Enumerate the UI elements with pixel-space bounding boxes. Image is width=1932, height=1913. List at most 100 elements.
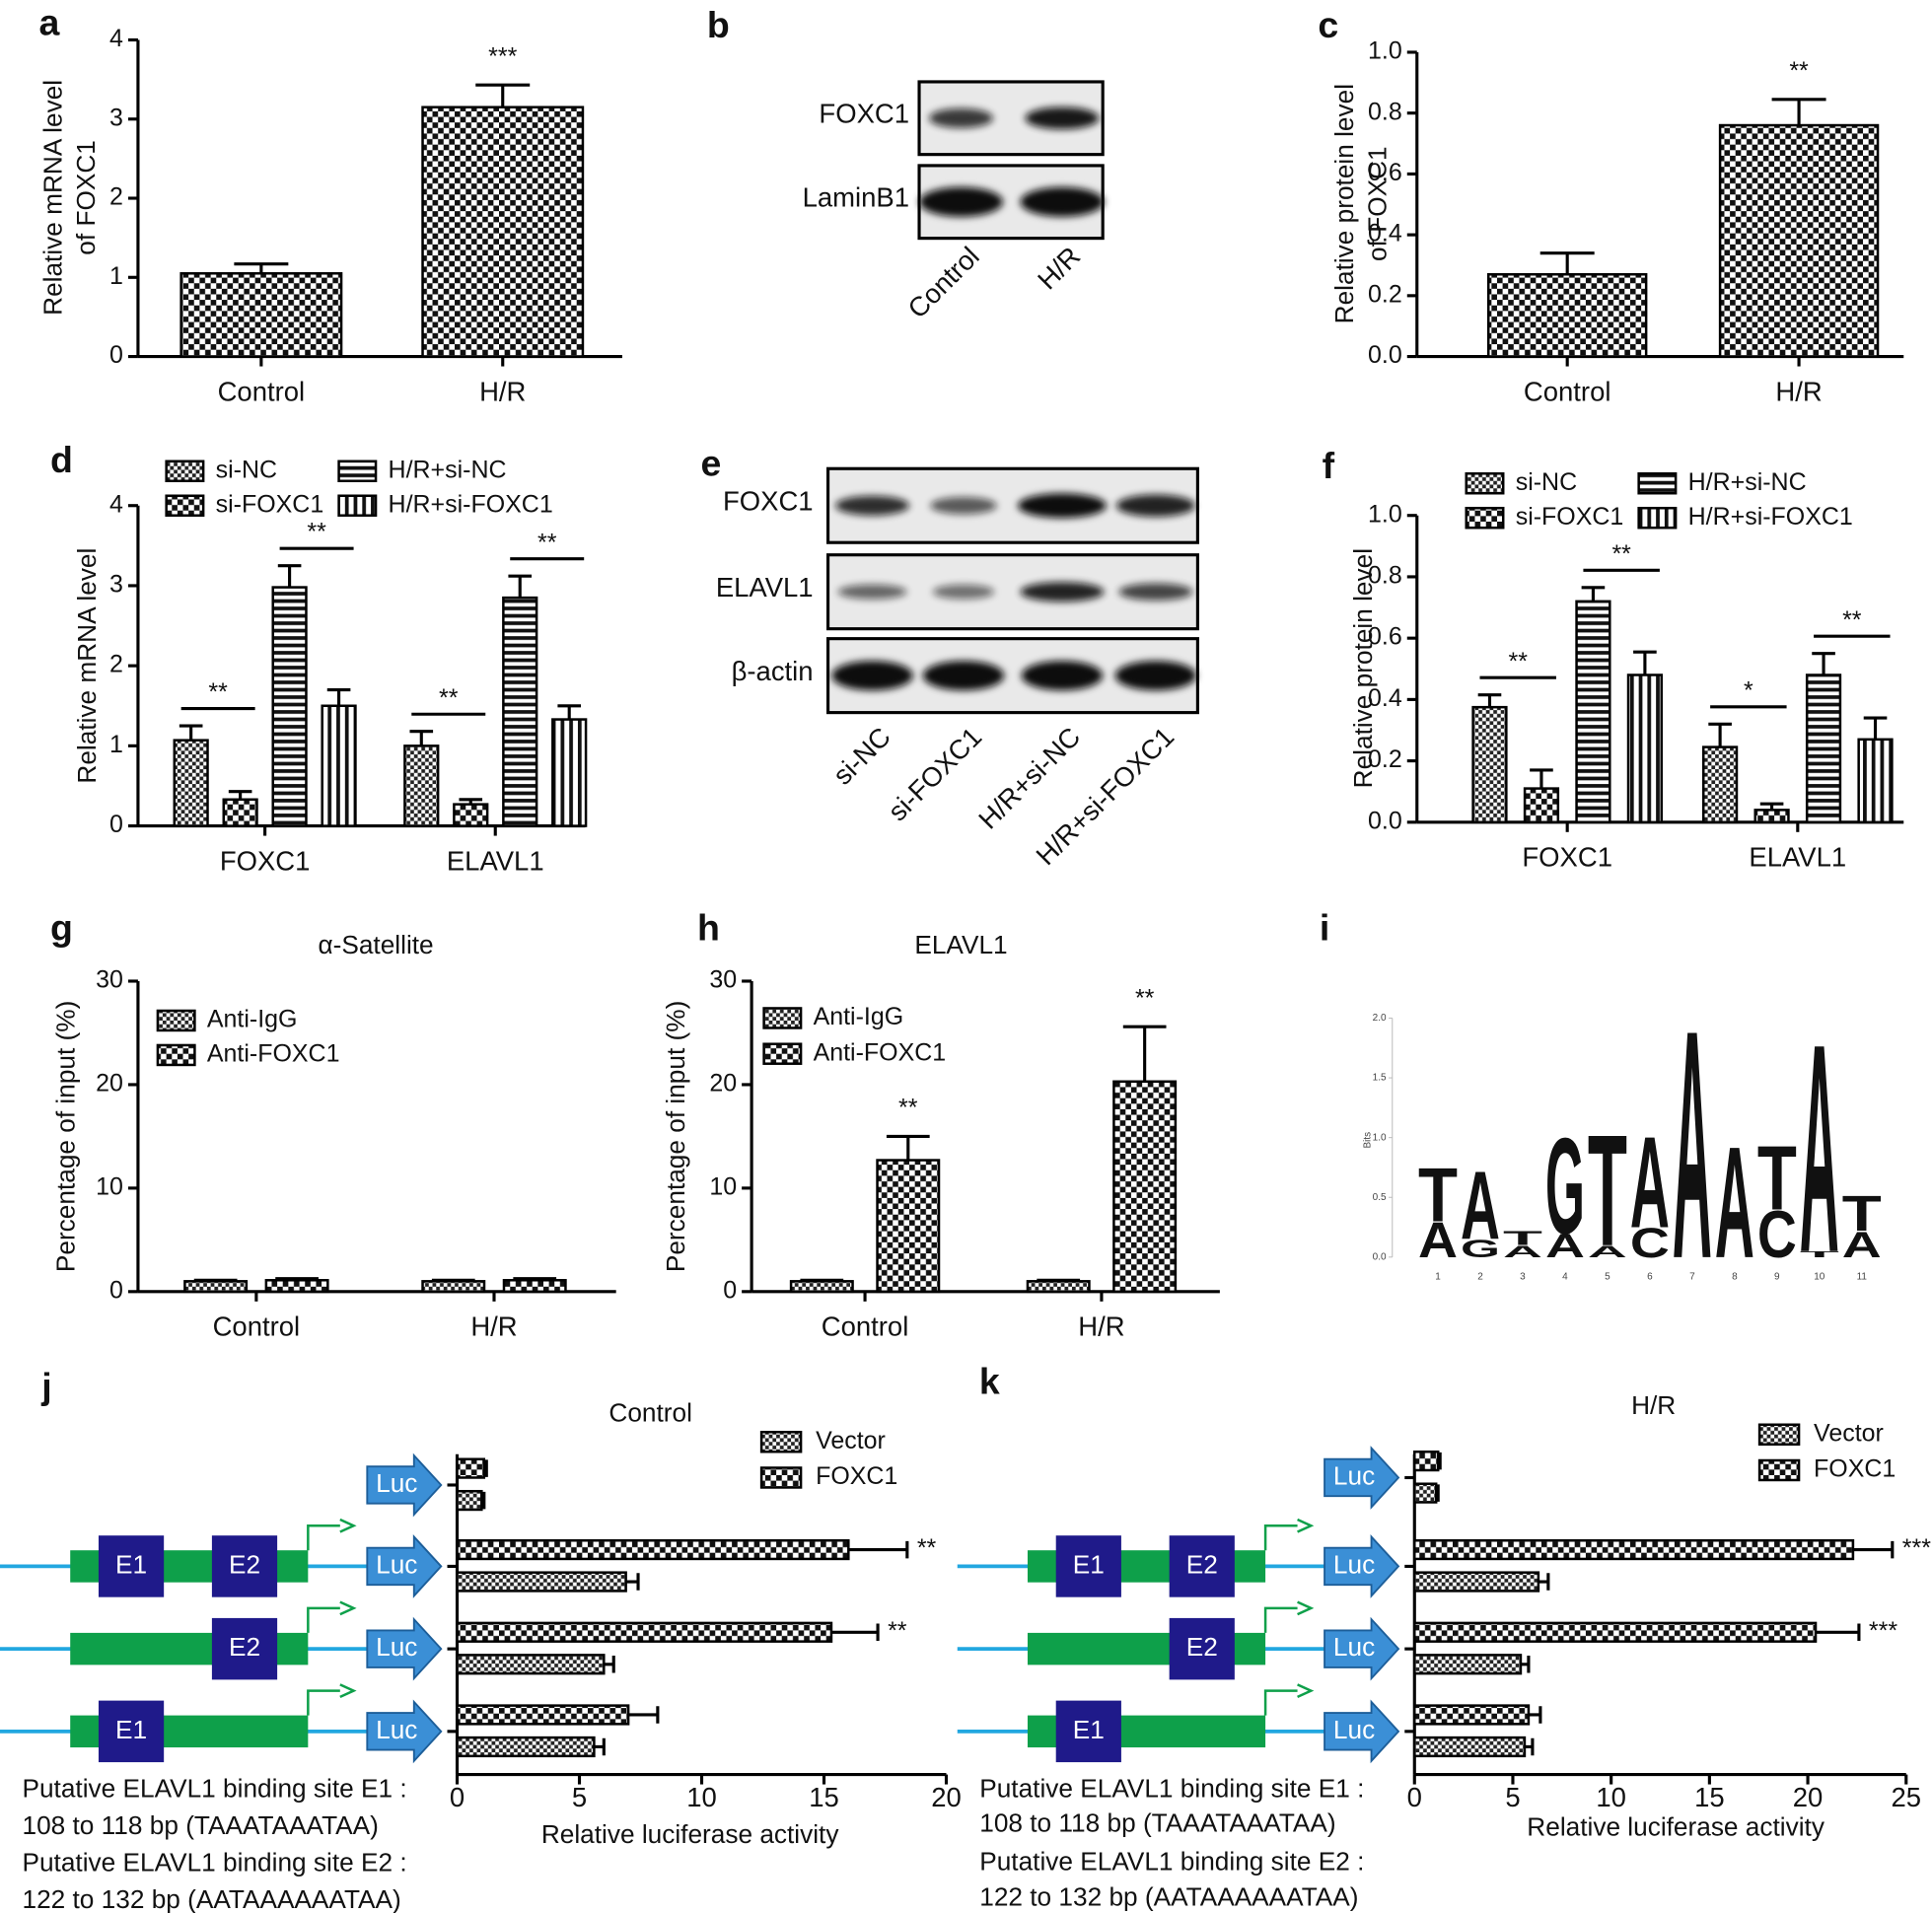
- error-bar: [483, 1459, 488, 1477]
- panel-letter: d: [50, 439, 73, 480]
- x-tick-label: 10: [1596, 1782, 1626, 1812]
- error-bar: [1438, 1452, 1442, 1470]
- chart-title: α-Satellite: [318, 930, 433, 959]
- legend-label: Vector: [1814, 1419, 1884, 1447]
- luc-arrow: [366, 1534, 443, 1598]
- bar: [1413, 1571, 1540, 1593]
- x-tick-label: H/R: [1078, 1311, 1124, 1342]
- logo-letter: C: [1757, 1196, 1797, 1271]
- bar: [271, 586, 308, 827]
- legend-label: H/R+si-FOXC1: [1688, 503, 1853, 531]
- legend-swatch: [156, 1009, 196, 1032]
- y-axis-label: of FOXC1: [71, 140, 101, 255]
- y-tick-label: 0: [109, 1276, 123, 1304]
- bar: [456, 1736, 596, 1758]
- logo-position: 1: [1435, 1271, 1441, 1282]
- significance: **: [898, 1095, 918, 1122]
- error-bar: [1581, 586, 1606, 602]
- legend-label: Anti-IgG: [207, 1006, 298, 1033]
- logo-letter: A: [1545, 1228, 1585, 1265]
- binding-site-label: E1: [1073, 1549, 1105, 1579]
- panel-letter: e: [700, 443, 721, 484]
- y-tick-label: 0.2: [1368, 280, 1402, 308]
- y-tick-label: 0: [723, 1276, 737, 1304]
- x-tick-label: 25: [1891, 1782, 1921, 1812]
- x-tick-label: 0: [1407, 1782, 1422, 1812]
- legend-swatch: [1757, 1423, 1801, 1446]
- luc-label: Luc: [1333, 1549, 1375, 1579]
- bar: [456, 1704, 630, 1726]
- bar: [551, 718, 588, 827]
- legend-swatch: [165, 494, 205, 517]
- bar: [1575, 600, 1611, 824]
- y-tick-label: 10: [96, 1172, 123, 1200]
- binding-site-label: E2: [229, 1549, 260, 1579]
- significance: **: [1508, 648, 1528, 675]
- y-tick-label: 2: [109, 183, 123, 211]
- panel-letter: k: [979, 1360, 1000, 1401]
- logo-position: 9: [1774, 1271, 1780, 1282]
- legend-swatch: [165, 460, 205, 482]
- logo-y-label: Bits: [1362, 1132, 1373, 1149]
- bar: [453, 803, 489, 827]
- logo-letter: A: [1673, 963, 1712, 1327]
- legend-swatch: [1637, 472, 1678, 495]
- error-bar: [277, 564, 302, 588]
- luc-arrow: [366, 1452, 443, 1518]
- y-axis-label: Relative mRNA level: [72, 548, 102, 784]
- bar: [179, 272, 343, 358]
- logo-y-tick-label: 1.5: [1373, 1073, 1387, 1084]
- x-tick-label: FOXC1: [1522, 842, 1612, 873]
- binding-site-note: 108 to 118 bp (TAAATAAATAA): [979, 1808, 1335, 1838]
- blot-band: [1025, 106, 1100, 130]
- legend-label: Vector: [816, 1427, 886, 1454]
- error-bar: [1538, 1573, 1550, 1591]
- binding-site-note: 108 to 118 bp (TAAATAAATAA): [22, 1810, 378, 1840]
- x-tick-label: ELAVL1: [1749, 842, 1846, 873]
- legend-label: H/R+si-NC: [1688, 468, 1807, 496]
- luc-label: Luc: [1333, 1632, 1375, 1662]
- luc-arrow: [1324, 1699, 1400, 1764]
- logo-y-tick-label: 0.0: [1373, 1251, 1387, 1262]
- binding-site: [211, 1535, 278, 1597]
- y-tick-label: 0.0: [1368, 807, 1402, 834]
- bar: [1413, 1704, 1531, 1726]
- logo-letter: A: [1588, 1241, 1627, 1260]
- x-tick-label: Control: [822, 1311, 909, 1342]
- y-axis-label: Relative mRNA level: [38, 80, 68, 316]
- logo-letter: T: [1418, 1152, 1458, 1238]
- error-bar: [513, 1277, 557, 1281]
- error-bar: [1539, 251, 1595, 275]
- error-bar: [1477, 693, 1502, 708]
- x-tick-label: 5: [572, 1782, 587, 1812]
- bar: [1523, 787, 1560, 824]
- x-tick-label: Control: [218, 376, 306, 406]
- error-bar: [1436, 1484, 1440, 1502]
- logo-letter: A: [1418, 1211, 1458, 1267]
- transcription-arrowhead: [1297, 1600, 1315, 1616]
- blot-row-label: β-actin: [732, 656, 814, 686]
- luc-arrow: [1324, 1534, 1400, 1598]
- error-bar: [1812, 652, 1835, 675]
- error-bar: [1122, 1025, 1167, 1082]
- bar: [222, 798, 258, 827]
- y-tick-label: 4: [109, 25, 123, 52]
- error-bar: [431, 1278, 475, 1282]
- error-bar: [179, 724, 203, 741]
- significance: ***: [1869, 1617, 1897, 1645]
- transcription-start: [1263, 1689, 1298, 1716]
- x-tick-label: Control: [1524, 376, 1611, 406]
- luc-label: Luc: [1333, 1715, 1375, 1744]
- y-tick-label: 0.8: [1368, 562, 1402, 590]
- chart-title: H/R: [1631, 1390, 1676, 1420]
- panel-letter: h: [697, 907, 720, 949]
- bar: [456, 1457, 486, 1479]
- bar: [502, 1279, 567, 1294]
- panel-letter: c: [1318, 4, 1338, 45]
- error-bar: [594, 1737, 606, 1756]
- blot-band: [1020, 186, 1105, 217]
- error-bar: [326, 687, 351, 706]
- binding-site-note: Putative ELAVL1 binding site E1 :: [979, 1774, 1364, 1804]
- error-bar: [508, 574, 533, 599]
